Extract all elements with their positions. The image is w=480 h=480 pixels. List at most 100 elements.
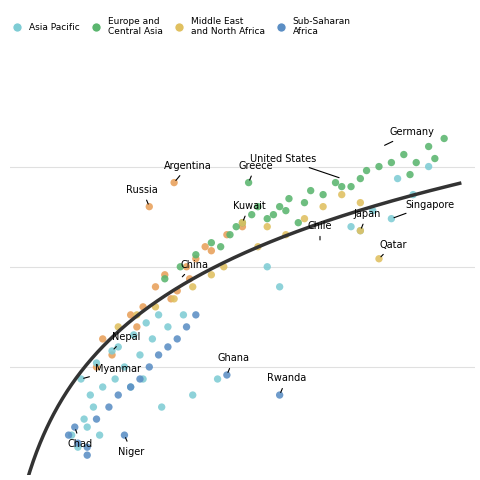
Point (440, 135, 448, 143)
Point (93, 363, 100, 371)
Point (192, 311, 200, 319)
Point (93, 359, 100, 367)
Point (158, 403, 166, 411)
Point (68, 431, 75, 439)
Text: Nepal: Nepal (112, 332, 140, 349)
Point (148, 335, 156, 343)
Point (201, 243, 209, 251)
Point (357, 199, 364, 206)
Text: Argentina: Argentina (164, 161, 212, 180)
Point (90, 403, 97, 411)
Point (276, 283, 284, 291)
Point (276, 391, 284, 399)
Point (189, 391, 197, 399)
Point (74, 444, 82, 451)
Point (120, 363, 128, 371)
Point (375, 255, 383, 263)
Text: Rwanda: Rwanda (267, 373, 306, 393)
Point (254, 243, 262, 251)
Point (387, 215, 395, 223)
Point (161, 275, 168, 283)
Text: Japan: Japan (354, 209, 381, 228)
Point (145, 203, 153, 211)
Point (409, 191, 417, 198)
Point (357, 227, 364, 235)
Point (425, 163, 432, 170)
Point (300, 215, 308, 223)
Point (412, 159, 420, 167)
Point (145, 363, 153, 371)
Point (186, 275, 193, 283)
Text: Germany: Germany (384, 127, 434, 145)
Point (347, 223, 355, 230)
Text: Russia: Russia (126, 185, 158, 204)
Point (375, 163, 383, 170)
Point (214, 375, 221, 383)
Point (155, 311, 162, 319)
Text: Qatar: Qatar (379, 240, 407, 257)
Legend: Asia Pacific, Europe and
Central Asia, Middle East
and North Africa, Sub-Saharan: Asia Pacific, Europe and Central Asia, M… (5, 13, 354, 40)
Point (223, 371, 231, 379)
Point (226, 231, 234, 239)
Point (152, 303, 159, 311)
Point (133, 311, 141, 319)
Point (105, 403, 113, 411)
Point (300, 199, 308, 206)
Point (99, 383, 107, 391)
Point (192, 255, 200, 263)
Point (155, 351, 162, 359)
Point (232, 223, 240, 230)
Point (319, 191, 327, 198)
Point (239, 219, 246, 227)
Point (207, 271, 215, 278)
Point (111, 375, 119, 383)
Point (183, 323, 191, 331)
Point (164, 343, 172, 351)
Point (139, 303, 147, 311)
Point (173, 287, 181, 295)
Point (143, 319, 150, 327)
Point (363, 167, 371, 174)
Point (332, 179, 339, 186)
Point (406, 171, 414, 179)
Point (170, 179, 178, 186)
Point (127, 383, 134, 391)
Point (127, 311, 134, 319)
Point (114, 323, 122, 331)
Text: Singapore: Singapore (394, 200, 455, 218)
Point (136, 375, 144, 383)
Point (264, 215, 271, 223)
Point (357, 175, 364, 182)
Point (369, 207, 377, 215)
Point (164, 323, 172, 331)
Text: China: China (180, 260, 208, 277)
Point (84, 444, 91, 451)
Text: Chile: Chile (308, 221, 332, 240)
Point (183, 263, 191, 271)
Text: Chad: Chad (68, 430, 93, 448)
Point (248, 211, 255, 218)
Point (180, 311, 187, 319)
Point (394, 175, 401, 182)
Point (84, 451, 91, 459)
Text: Myanmar: Myanmar (84, 364, 141, 378)
Text: Kuwait: Kuwait (233, 201, 266, 220)
Text: United States: United States (251, 154, 339, 178)
Point (264, 223, 271, 230)
Point (207, 239, 215, 247)
Point (130, 331, 138, 339)
Point (387, 159, 395, 167)
Point (108, 347, 116, 355)
Point (245, 179, 252, 186)
Point (357, 227, 364, 235)
Point (133, 323, 141, 331)
Point (152, 283, 159, 291)
Point (192, 251, 200, 259)
Point (161, 271, 168, 278)
Point (270, 211, 277, 218)
Point (217, 243, 225, 251)
Point (338, 191, 346, 198)
Point (207, 247, 215, 254)
Point (254, 203, 262, 211)
Text: Greece: Greece (238, 161, 273, 180)
